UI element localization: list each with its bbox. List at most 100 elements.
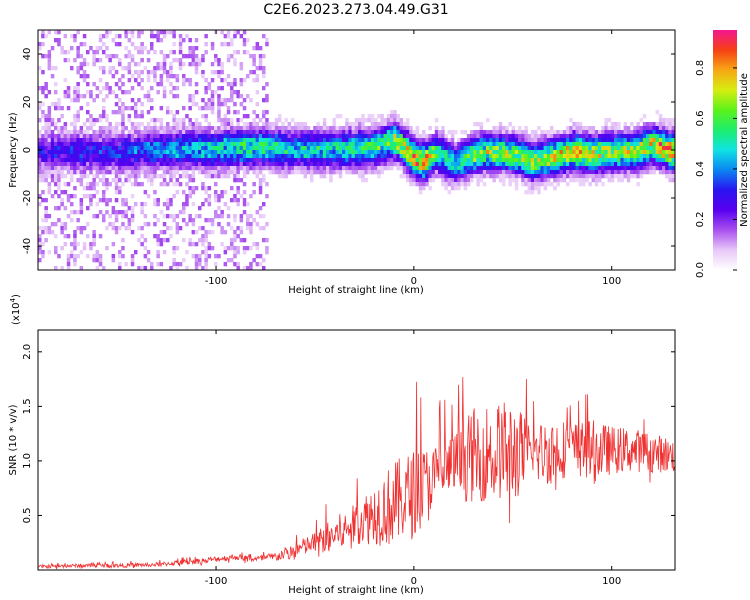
heatmap-cell <box>150 118 154 123</box>
heatmap-cell <box>601 162 605 167</box>
heatmap-cell <box>102 218 106 223</box>
heatmap-cell <box>121 246 125 251</box>
heatmap-cell <box>444 134 448 139</box>
heatmap-cell <box>188 238 192 243</box>
heatmap-cell <box>665 122 669 127</box>
heatmap-cell <box>610 178 615 183</box>
heatmap-cell <box>172 126 176 131</box>
heatmap-cell <box>146 174 151 179</box>
heatmap-cell <box>575 126 580 131</box>
heatmap-cell <box>508 142 512 147</box>
heatmap-cell <box>169 134 173 139</box>
heatmap-cell <box>121 82 125 87</box>
heatmap-cell <box>54 122 58 127</box>
heatmap-cell <box>559 150 564 155</box>
heatmap-cell <box>636 158 640 163</box>
heatmap-cell <box>364 158 368 163</box>
heatmap-cell <box>76 170 80 175</box>
heatmap-cell <box>383 130 388 135</box>
heatmap-cell <box>476 122 480 127</box>
heatmap-cell <box>146 178 151 183</box>
heatmap-cell <box>233 154 237 159</box>
heatmap-cell <box>210 138 215 143</box>
heatmap-cell <box>242 126 247 131</box>
heatmap-cell <box>418 174 423 179</box>
heatmap-cell <box>198 138 202 143</box>
heatmap-cell <box>652 134 656 139</box>
heatmap-cell <box>354 154 359 159</box>
heatmap-cell <box>358 166 362 171</box>
heatmap-cell <box>294 150 298 155</box>
heatmap-cell <box>258 186 263 191</box>
heatmap-cell <box>172 258 176 263</box>
heatmap-cell <box>66 158 71 163</box>
heatmap-cell <box>258 254 263 259</box>
heatmap-cell <box>140 78 144 83</box>
heatmap-cell <box>290 146 295 151</box>
heatmap-cell <box>255 130 260 135</box>
heatmap-cell <box>482 138 487 143</box>
heatmap-cell <box>47 158 52 163</box>
heatmap-cell <box>114 230 119 235</box>
heatmap-cell <box>159 150 164 155</box>
heatmap-cell <box>198 214 202 219</box>
heatmap-cell <box>489 146 493 151</box>
heatmap-cell <box>114 70 119 75</box>
heatmap-cell <box>188 126 192 131</box>
heatmap-cell <box>518 154 522 159</box>
heatmap-cell <box>393 114 397 119</box>
heatmap-cell <box>92 182 96 187</box>
heatmap-cell <box>473 166 477 171</box>
heatmap-cell <box>361 158 365 163</box>
heatmap-cell <box>162 158 167 163</box>
heatmap-cell <box>166 162 170 167</box>
heatmap-cell <box>380 166 384 171</box>
heatmap-cell <box>562 174 567 179</box>
heatmap-cell <box>255 242 260 247</box>
heatmap-cell <box>41 110 45 115</box>
heatmap-cell <box>502 126 506 131</box>
heatmap-cell <box>175 266 180 270</box>
heatmap-cell <box>562 154 567 159</box>
heatmap-cell <box>38 226 42 231</box>
heatmap-cell <box>60 226 64 231</box>
heatmap-cell <box>60 126 64 131</box>
heatmap-cell <box>348 126 352 131</box>
heatmap-cell <box>182 122 186 127</box>
heatmap-cell <box>383 154 388 159</box>
heatmap-cell <box>409 162 413 167</box>
heatmap-cell <box>271 126 276 131</box>
heatmap-cell <box>348 170 352 175</box>
heatmap-cell <box>175 142 180 147</box>
heatmap-cell <box>620 170 624 175</box>
heatmap-cell <box>188 190 192 195</box>
heatmap-cell <box>530 182 535 187</box>
heatmap-cell <box>223 138 228 143</box>
heatmap-cell <box>556 142 560 147</box>
heatmap-cell <box>76 210 80 215</box>
heatmap-cell <box>425 174 429 179</box>
heatmap-cell <box>214 58 218 63</box>
heatmap-cell <box>223 190 228 195</box>
heatmap-cell <box>316 146 320 151</box>
heatmap-cell <box>249 142 253 147</box>
heatmap-cell <box>409 130 413 135</box>
heatmap-cell <box>111 206 116 211</box>
heatmap-cell <box>652 158 656 163</box>
heatmap-cell <box>473 170 477 175</box>
heatmap-cell <box>207 186 212 191</box>
heatmap-cell <box>652 150 656 155</box>
heatmap-cell <box>246 114 250 119</box>
heatmap-cell <box>495 142 500 147</box>
heatmap-cell <box>630 142 634 147</box>
heatmap-cell <box>364 154 368 159</box>
heatmap-cell <box>390 134 394 139</box>
heatmap-cell <box>236 94 240 99</box>
heatmap-cell <box>140 150 144 155</box>
heatmap-cell <box>146 250 151 255</box>
heatmap-cell <box>127 178 132 183</box>
heatmap-cell <box>665 150 669 155</box>
heatmap-cell <box>265 42 269 47</box>
heatmap-cell <box>156 146 160 151</box>
heatmap-cell <box>191 202 196 207</box>
